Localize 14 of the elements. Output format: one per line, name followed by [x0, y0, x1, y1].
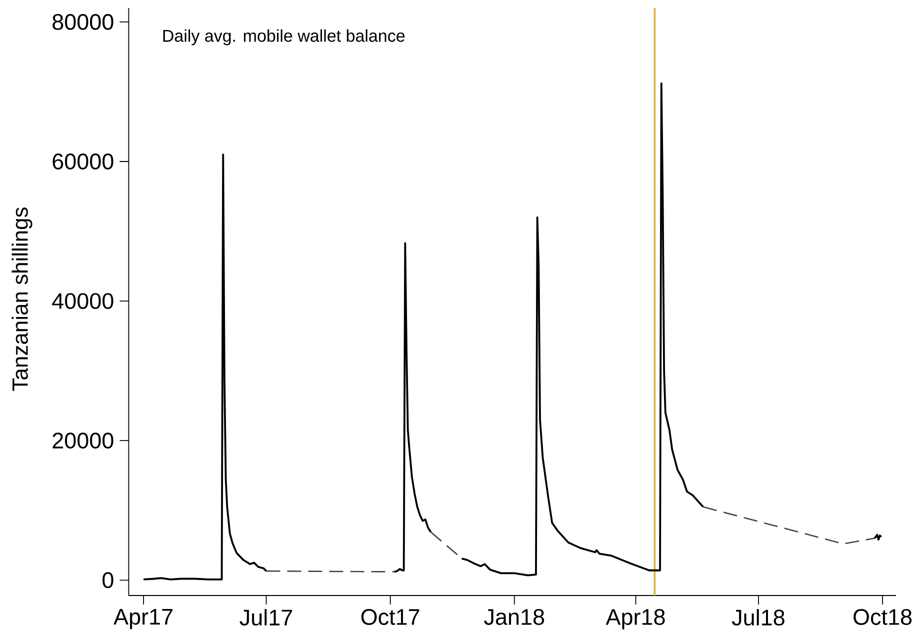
- y-tick-label: 60000: [52, 154, 114, 170]
- x-tick-label: Apr17: [114, 609, 172, 630]
- y-axis-title: Tanzanian shillings: [12, 208, 32, 391]
- x-tick-label: Jul17: [240, 609, 292, 626]
- x-tick-label: Oct18: [854, 609, 912, 625]
- y-tick-label: 20000: [52, 432, 114, 449]
- y-tick-label: 80000: [52, 14, 114, 30]
- text: Daily avg. mobile wallet balance: [163, 29, 405, 46]
- x-tick-label: Jan18: [484, 609, 544, 625]
- y-tick-label: 0: [102, 572, 114, 588]
- x-tick-label: Oct17: [361, 609, 420, 625]
- x-tick-label: Jul18: [732, 609, 784, 626]
- y-tick-label: 40000: [52, 293, 114, 310]
- x-tick-label: Apr18: [606, 609, 665, 630]
